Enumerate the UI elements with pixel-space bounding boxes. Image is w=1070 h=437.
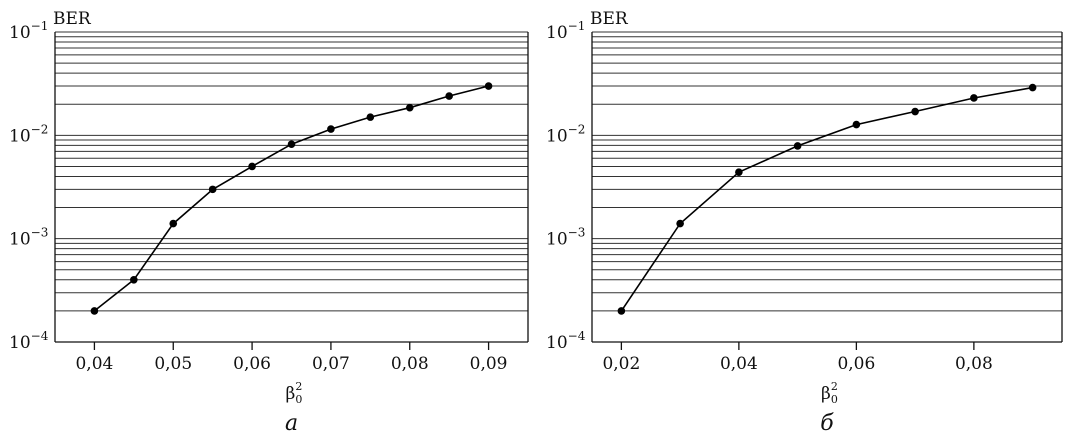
x-tick-label: 0,02 xyxy=(602,354,640,374)
x-tick-label: 0,08 xyxy=(955,354,993,374)
y-axis-title: BER xyxy=(590,9,629,29)
x-axis-title: β02 xyxy=(286,380,303,406)
data-point xyxy=(445,92,453,100)
x-tick-label: 0,09 xyxy=(470,354,508,374)
gridlines xyxy=(592,31,1062,312)
data-point xyxy=(366,113,375,121)
x-tick-label: 0,04 xyxy=(720,354,758,374)
data-point xyxy=(676,219,684,228)
x-axis-title: β02 xyxy=(821,380,838,406)
y-tick-label: 10−4 xyxy=(546,329,586,353)
series-line xyxy=(93,85,489,312)
y-tick-label: 10−1 xyxy=(9,19,48,43)
data-point xyxy=(208,185,217,194)
data-point xyxy=(90,307,99,315)
data-point xyxy=(1028,83,1037,92)
x-tick-label: 0,06 xyxy=(837,354,875,374)
data-point xyxy=(248,162,256,171)
x-tick-label: 0,04 xyxy=(75,354,113,374)
subfigure-caption: б xyxy=(820,411,834,436)
chart-a: 10−1 10−2 10−3 10−4 BER 0,04 0,05 0,06 0,07 0,08 0… xyxy=(9,9,529,436)
x-tick-label: 0,08 xyxy=(391,354,429,374)
y-tick-label: 10−2 xyxy=(9,122,48,146)
data-point xyxy=(484,82,493,90)
data-point xyxy=(793,142,802,150)
data-point xyxy=(130,275,138,284)
y-tick-label: 10−1 xyxy=(546,19,585,43)
subfigure-caption: а xyxy=(285,411,298,436)
data-point xyxy=(287,140,296,149)
x-tick-label: 0,06 xyxy=(233,354,271,374)
data-point xyxy=(405,103,414,112)
chart-b: 10−1 10−2 10−3 10−4 BER 0,02 0,04 0,06 0,08 β02 б xyxy=(546,9,1063,436)
y-axis-title: BER xyxy=(53,9,92,29)
y-tick-label: 10−3 xyxy=(9,226,48,250)
data-point xyxy=(327,125,335,133)
data-point xyxy=(911,107,919,116)
data-point xyxy=(970,94,978,102)
gridlines xyxy=(55,31,528,312)
x-tick-label: 0,05 xyxy=(154,354,192,374)
x-tick-label: 0,07 xyxy=(312,354,350,374)
data-point xyxy=(852,120,861,129)
y-tick-label: 10−4 xyxy=(9,329,49,353)
data-point xyxy=(617,307,626,315)
series-line xyxy=(620,86,1033,312)
data-point xyxy=(735,168,743,176)
data-point xyxy=(169,219,178,228)
y-tick-label: 10−3 xyxy=(546,226,585,250)
y-tick-label: 10−2 xyxy=(546,122,585,146)
